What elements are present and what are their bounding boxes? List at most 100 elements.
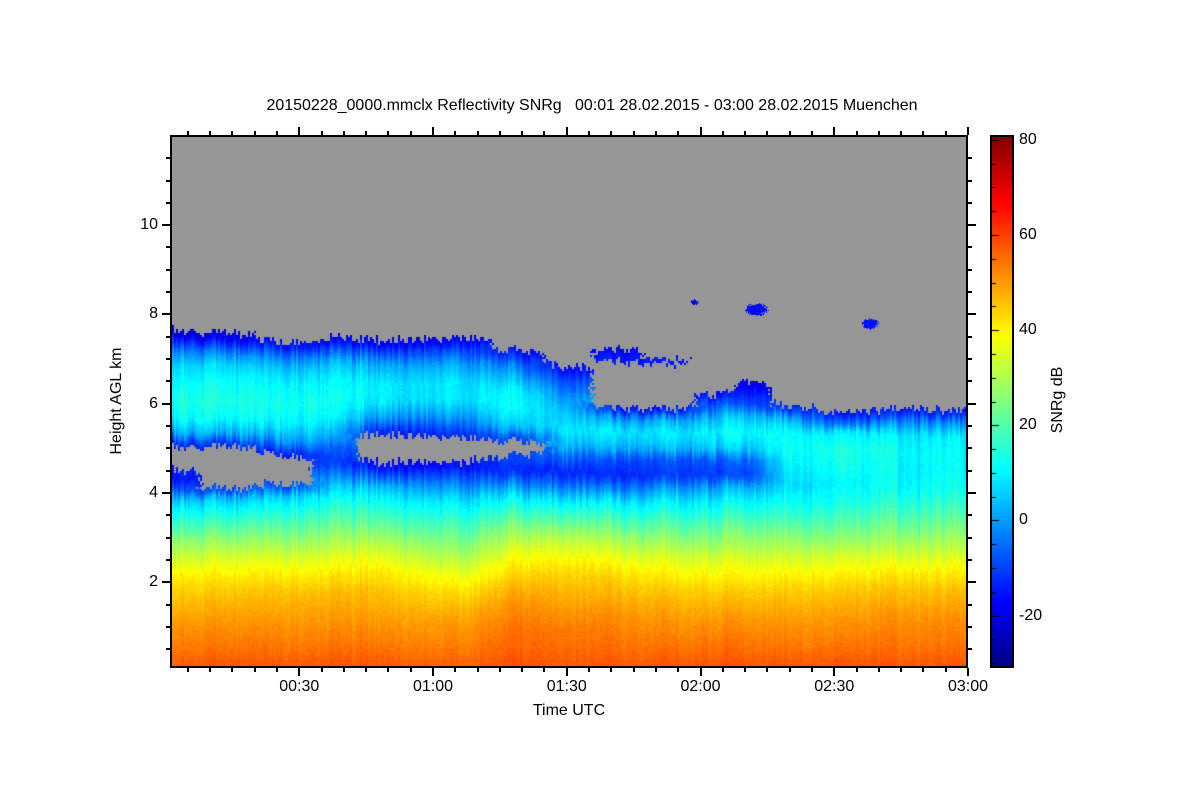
tick-mark [588,131,591,135]
tick-mark [166,335,170,338]
tick-mark [298,127,301,135]
tick-mark [498,668,501,672]
heatmap-canvas [172,137,966,666]
tick-mark [588,668,591,672]
tick-mark [498,131,501,135]
tick-mark [610,668,613,672]
colorbar-tick-label: 60 [1019,225,1037,243]
tick-mark [900,131,903,135]
tick-mark [968,536,972,539]
tick-mark [877,131,880,135]
tick-mark [922,668,925,672]
tick-mark [186,668,189,672]
tick-mark [968,402,976,405]
colorbar-tick-label: 20 [1019,416,1037,434]
tick-mark [968,201,972,204]
tick-mark [968,313,976,316]
tick-mark [968,246,972,249]
tick-mark [968,514,972,517]
tick-mark [166,469,170,472]
tick-mark [387,131,390,135]
tick-mark [968,224,976,227]
tick-mark [968,603,972,606]
tick-mark [166,603,170,606]
tick-mark [855,131,858,135]
tick-mark [409,131,412,135]
x-tick-label: 02:00 [680,678,721,695]
y-tick-label: 10 [140,216,158,234]
tick-mark [454,131,457,135]
tick-mark [677,131,680,135]
tick-mark [162,492,170,494]
tick-mark [162,402,170,405]
tick-mark [968,179,972,182]
tick-mark [968,581,976,584]
y-tick-label: 8 [149,305,158,323]
tick-mark [454,668,457,672]
tick-mark [833,668,836,676]
tick-mark [922,131,925,135]
x-tick-label: 02:30 [814,678,855,695]
tick-mark [967,668,969,676]
colorbar-gradient [990,135,1014,668]
tick-mark [231,131,234,135]
tick-mark [166,536,170,539]
tick-mark [166,268,170,271]
x-axis-label: Time UTC [532,702,606,719]
tick-mark [968,558,972,561]
tick-mark [342,131,345,135]
tick-mark [320,668,323,672]
plot-frame [170,135,968,668]
tick-mark [209,131,212,135]
tick-mark [298,668,301,676]
colorbar-tick-label: 0 [1019,511,1028,529]
tick-mark [166,201,170,204]
tick-mark [521,131,524,135]
x-tick-label: 00:30 [279,678,320,695]
tick-mark [654,131,657,135]
tick-mark [543,131,546,135]
tick-mark [788,131,791,135]
tick-mark [166,558,170,561]
tick-mark [432,668,435,676]
tick-mark [944,131,947,135]
tick-mark [166,157,170,160]
colorbar-tick-label: 40 [1019,321,1037,339]
tick-mark [166,447,170,450]
tick-mark [632,668,635,672]
tick-mark [543,668,546,672]
tick-mark [166,179,170,182]
tick-mark [968,625,972,628]
tick-mark [166,358,170,361]
tick-mark [162,224,170,227]
tick-mark [166,291,170,294]
tick-mark [166,380,170,383]
y-tick-label: 6 [149,394,158,412]
tick-mark [166,625,170,628]
tick-mark [365,668,368,672]
tick-mark [744,131,747,135]
tick-mark [409,668,412,672]
tick-mark [968,380,972,383]
tick-mark [166,648,170,651]
tick-mark [968,358,972,361]
tick-mark [186,131,189,135]
tick-mark [855,668,858,672]
tick-mark [521,668,524,672]
tick-mark [968,492,976,494]
tick-mark [275,131,278,135]
tick-mark [833,127,836,135]
tick-mark [209,668,212,672]
tick-mark [365,131,368,135]
tick-mark [766,668,769,672]
colorbar-tick-label: -20 [1019,606,1043,624]
tick-mark [654,668,657,672]
tick-mark [968,425,972,428]
tick-mark [877,668,880,672]
tick-mark [900,668,903,672]
tick-mark [699,127,702,135]
tick-mark [968,335,972,338]
tick-mark [253,131,256,135]
tick-mark [275,668,278,672]
